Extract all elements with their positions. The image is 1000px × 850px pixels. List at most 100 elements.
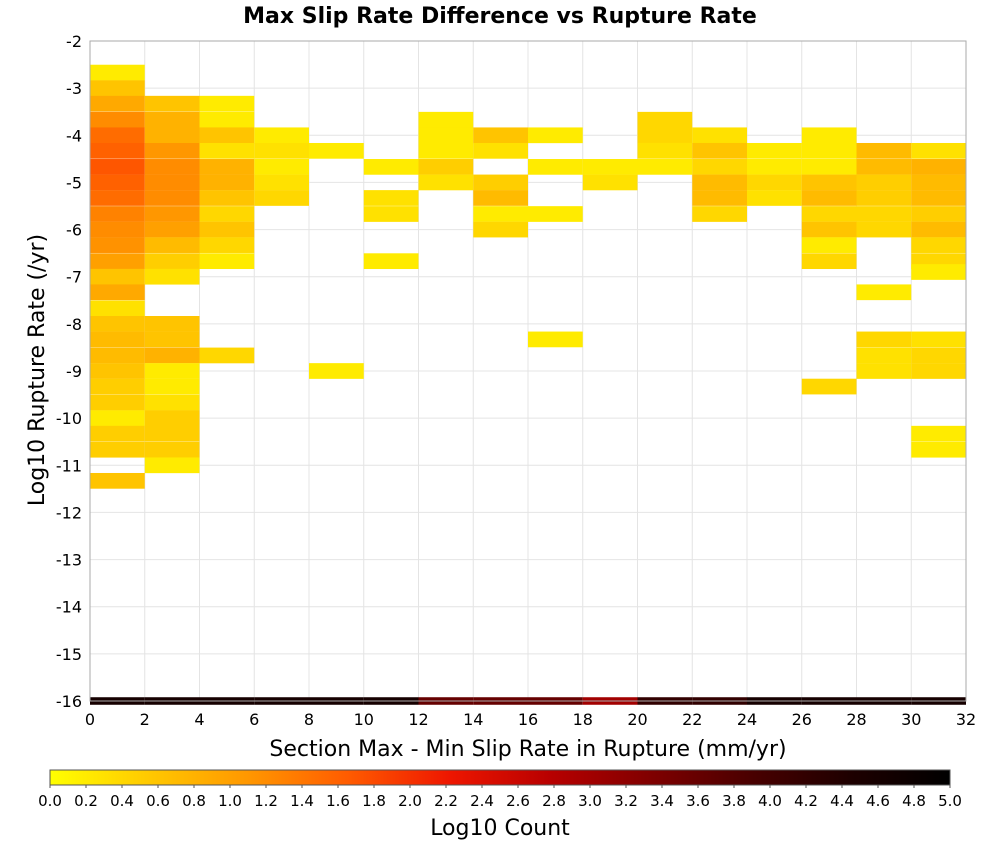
- heatmap-cell: [801, 142, 857, 159]
- heatmap-cell: [199, 95, 255, 112]
- x-tick-label: 2: [140, 710, 150, 729]
- heatmap-cell: [309, 363, 364, 379]
- colorbar-tick-label: 0.2: [74, 792, 98, 810]
- colorbar-tick-label: 1.2: [254, 792, 278, 810]
- heatmap-cell: [90, 142, 145, 159]
- heatmap-cell: [90, 363, 145, 379]
- heatmap-cell: [254, 127, 309, 144]
- heatmap-cell: [199, 111, 255, 128]
- colorbar-tick-label: 2.0: [398, 792, 422, 810]
- y-tick-label: -11: [56, 456, 82, 475]
- heatmap-cell: [144, 142, 200, 159]
- heatmap-cell: [801, 253, 857, 270]
- heatmap-cell: [911, 264, 966, 280]
- heatmap-cell: [418, 174, 474, 191]
- chart-title: Max Slip Rate Difference vs Rupture Rate: [243, 4, 757, 29]
- heatmap-cell: [90, 331, 145, 348]
- x-tick-label: 16: [518, 710, 538, 729]
- heatmap-cell: [144, 95, 200, 112]
- heatmap-cell: [90, 394, 145, 411]
- heatmap-cell: [747, 190, 802, 206]
- heatmap-cell: [309, 142, 364, 159]
- heatmap-cell: [90, 441, 145, 458]
- heatmap-cell: [90, 237, 145, 253]
- heatmap-cell: [856, 190, 912, 206]
- heatmap-cell: [199, 174, 255, 191]
- heatmap-cell: [199, 206, 255, 222]
- heatmap-cell: [637, 159, 693, 175]
- heatmap-cell: [528, 206, 583, 222]
- heatmap-cell: [801, 378, 857, 395]
- heatmap-cell: [801, 221, 857, 238]
- heatmap-cell: [199, 190, 255, 206]
- heatmap-cell: [144, 237, 200, 253]
- heatmap-cell: [90, 174, 145, 191]
- heatmap-cell: [144, 159, 200, 175]
- heatmap-cell: [856, 347, 912, 364]
- heatmap-cell: [144, 206, 200, 222]
- colorbar-bar: [49, 769, 951, 786]
- heatmap-cell: [144, 410, 200, 426]
- y-tick-label: -14: [56, 598, 82, 617]
- heatmap-cell: [90, 221, 145, 238]
- colorbar-tick-label: 3.6: [686, 792, 710, 810]
- heatmap-cell: [144, 425, 200, 442]
- x-tick-label: 30: [901, 710, 921, 729]
- heatmap-cell: [856, 142, 912, 159]
- heatmap-cell: [747, 174, 802, 191]
- x-tick-label: 20: [627, 710, 647, 729]
- colorbar-tick-label: 4.4: [830, 792, 854, 810]
- y-tick-label: -12: [56, 503, 82, 522]
- heatmap-cell: [90, 284, 145, 301]
- x-tick-label: 26: [792, 710, 812, 729]
- colorbar-tick-label: 3.4: [650, 792, 674, 810]
- heatmap-cell: [911, 142, 966, 159]
- heatmap-cell: [911, 206, 966, 222]
- y-tick-label: -2: [66, 32, 82, 51]
- heatmap-cell: [90, 95, 145, 112]
- heatmap-cell: [856, 174, 912, 191]
- colorbar-tick-label: 0.4: [110, 792, 134, 810]
- heatmap-cell: [144, 331, 200, 348]
- heatmap-cell: [856, 206, 912, 222]
- heatmap-cell: [90, 253, 145, 270]
- heatmap-cell: [254, 174, 309, 191]
- colorbar-tick-label: 1.0: [218, 792, 242, 810]
- heatmap-cell: [528, 127, 583, 144]
- colorbar-tick-label: 4.2: [794, 792, 818, 810]
- heatmap-cell: [801, 159, 857, 175]
- heatmap-cell: [144, 394, 200, 411]
- heatmap-cell: [90, 472, 145, 489]
- x-tick-label: 32: [956, 710, 976, 729]
- heatmap-cell: [363, 206, 419, 222]
- heatmap-cell: [144, 268, 200, 285]
- x-tick-label: 6: [249, 710, 259, 729]
- x-axis-label: Section Max - Min Slip Rate in Rupture (…: [269, 737, 786, 762]
- heatmap-cell: [90, 378, 145, 395]
- heatmap-cell: [692, 142, 747, 159]
- x-tick-label: 18: [573, 710, 593, 729]
- heatmap-cell: [144, 174, 200, 191]
- heatmap-cell: [90, 127, 145, 144]
- heatmap-cell: [144, 253, 200, 270]
- heatmap-cell: [144, 221, 200, 238]
- heatmap-cell: [363, 159, 419, 175]
- heatmap-cell: [801, 206, 857, 222]
- colorbar-tick-label: 2.2: [434, 792, 458, 810]
- colorbar-tick-label: 1.6: [326, 792, 350, 810]
- colorbar-tick-label: 4.8: [902, 792, 926, 810]
- colorbar-tick-label: 5.0: [938, 792, 962, 810]
- x-tick-label: 10: [354, 710, 374, 729]
- heatmap-cell: [856, 221, 912, 238]
- heatmap-cell: [692, 159, 747, 175]
- colorbar-tick-label: 3.2: [614, 792, 638, 810]
- heatmap-cell: [692, 174, 747, 191]
- heatmap-cell: [911, 425, 966, 442]
- heatmap-cell: [747, 159, 802, 175]
- heatmap-cell: [90, 64, 145, 81]
- heatmap-cell: [911, 174, 966, 191]
- plot-border: [89, 40, 967, 702]
- heatmap-cell: [363, 253, 419, 270]
- colorbar-tick-label: 2.6: [506, 792, 530, 810]
